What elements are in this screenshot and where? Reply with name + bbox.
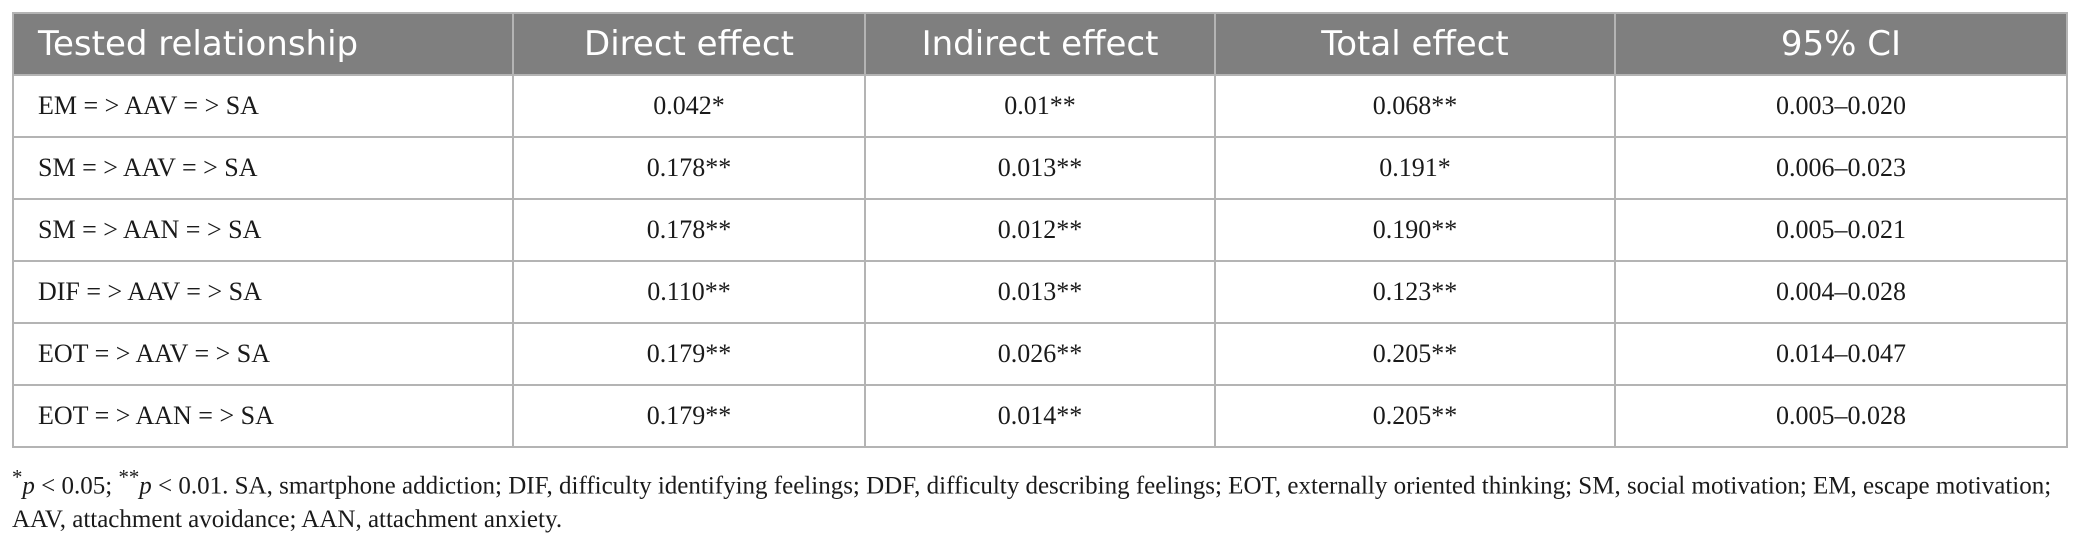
footnote-abbreviations: < 0.01. SA, smartphone addiction; DIF, d… [12, 472, 2052, 534]
table-row: EM = > AAV = > SA 0.042* 0.01** 0.068** … [12, 74, 2068, 138]
header-direct-effect: Direct effect [512, 12, 866, 76]
cell-total-effect: 0.191* [1214, 136, 1616, 200]
cell-direct-effect: 0.110** [512, 260, 866, 324]
cell-relationship: SM = > AAN = > SA [12, 198, 514, 262]
cell-95-ci: 0.014–0.047 [1614, 322, 2068, 386]
cell-total-effect: 0.068** [1214, 74, 1616, 138]
table-row: SM = > AAV = > SA 0.178** 0.013** 0.191*… [12, 136, 2068, 200]
cell-total-effect: 0.190** [1214, 198, 1616, 262]
header-95-ci: 95% CI [1614, 12, 2068, 76]
cell-total-effect: 0.205** [1214, 384, 1616, 448]
footnote-star-2: ** [118, 465, 140, 489]
cell-relationship: EOT = > AAV = > SA [12, 322, 514, 386]
mediation-effects-table: Tested relationship Direct effect Indire… [12, 12, 2068, 448]
cell-direct-effect: 0.179** [512, 322, 866, 386]
cell-indirect-effect: 0.01** [864, 74, 1216, 138]
cell-total-effect: 0.123** [1214, 260, 1616, 324]
cell-indirect-effect: 0.012** [864, 198, 1216, 262]
footnote-star-1: * [12, 465, 23, 489]
header-total-effect: Total effect [1214, 12, 1616, 76]
cell-95-ci: 0.004–0.028 [1614, 260, 2068, 324]
table-row: SM = > AAN = > SA 0.178** 0.012** 0.190*… [12, 198, 2068, 262]
table-footnote: *p < 0.05; **p < 0.01. SA, smartphone ad… [12, 460, 2066, 537]
cell-indirect-effect: 0.014** [864, 384, 1216, 448]
cell-direct-effect: 0.178** [512, 136, 866, 200]
table-row: DIF = > AAV = > SA 0.110** 0.013** 0.123… [12, 260, 2068, 324]
cell-relationship: EOT = > AAN = > SA [12, 384, 514, 448]
cell-relationship: SM = > AAV = > SA [12, 136, 514, 200]
cell-95-ci: 0.006–0.023 [1614, 136, 2068, 200]
footnote-threshold-1: < 0.05; [34, 472, 119, 500]
cell-relationship: EM = > AAV = > SA [12, 74, 514, 138]
cell-indirect-effect: 0.013** [864, 136, 1216, 200]
footnote-p-symbol-2: p [139, 472, 152, 500]
cell-direct-effect: 0.179** [512, 384, 866, 448]
footnote-p-symbol-1: p [22, 472, 35, 500]
header-indirect-effect: Indirect effect [864, 12, 1216, 76]
cell-95-ci: 0.005–0.021 [1614, 198, 2068, 262]
table-header-row: Tested relationship Direct effect Indire… [12, 12, 2068, 76]
cell-total-effect: 0.205** [1214, 322, 1616, 386]
cell-indirect-effect: 0.013** [864, 260, 1216, 324]
cell-indirect-effect: 0.026** [864, 322, 1216, 386]
table-row: EOT = > AAN = > SA 0.179** 0.014** 0.205… [12, 384, 2068, 448]
cell-95-ci: 0.003–0.020 [1614, 74, 2068, 138]
cell-direct-effect: 0.042* [512, 74, 866, 138]
table-row: EOT = > AAV = > SA 0.179** 0.026** 0.205… [12, 322, 2068, 386]
header-tested-relationship: Tested relationship [12, 12, 514, 76]
cell-direct-effect: 0.178** [512, 198, 866, 262]
cell-relationship: DIF = > AAV = > SA [12, 260, 514, 324]
cell-95-ci: 0.005–0.028 [1614, 384, 2068, 448]
